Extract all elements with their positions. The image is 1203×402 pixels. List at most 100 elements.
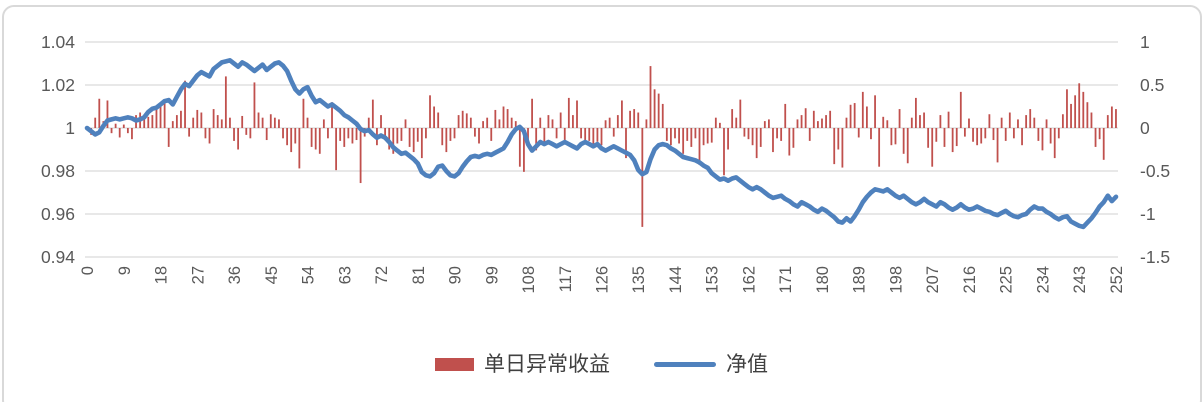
- abnormal-return-bar: [143, 119, 146, 128]
- abnormal-return-bar: [792, 128, 795, 148]
- abnormal-return-bar: [118, 128, 121, 138]
- abnormal-return-bar: [743, 128, 746, 137]
- abnormal-return-bar: [747, 128, 750, 140]
- abnormal-return-bar: [429, 95, 431, 128]
- x-axis-label: 36: [226, 266, 244, 284]
- abnormal-return-bar: [335, 128, 338, 171]
- abnormal-return-bar: [343, 128, 346, 147]
- abnormal-return-bar: [927, 128, 930, 148]
- abnormal-return-bar: [808, 128, 811, 141]
- abnormal-return-bar: [968, 118, 970, 128]
- x-axis-label: 45: [263, 266, 281, 284]
- abnormal-return-bar: [237, 128, 240, 150]
- x-axis-label: 108: [520, 266, 538, 294]
- abnormal-return-bar: [886, 120, 889, 128]
- abnormal-return-bar: [690, 128, 693, 147]
- abnormal-return-bar: [461, 110, 464, 128]
- abnormal-return-bar: [273, 117, 276, 128]
- x-axis-label: 135: [630, 266, 648, 294]
- abnormal-return-bar: [735, 117, 738, 128]
- abnormal-return-bar: [849, 104, 852, 128]
- abnormal-return-bar: [106, 100, 109, 128]
- x-axis-label: 189: [851, 266, 869, 294]
- abnormal-return-bar: [955, 128, 958, 147]
- abnormal-return-bar: [555, 128, 558, 139]
- abnormal-return-bar: [474, 128, 476, 137]
- abnormal-return-bar: [763, 121, 766, 128]
- abnormal-return-bar: [629, 110, 631, 128]
- abnormal-return-bar: [204, 128, 207, 139]
- abnormal-return-bar: [723, 128, 725, 176]
- abnormal-return-bar: [600, 128, 603, 146]
- abnormal-return-bar: [951, 128, 954, 153]
- abnormal-return-bar: [498, 119, 501, 128]
- abnormal-return-bar: [1115, 109, 1117, 128]
- abnormal-return-bar: [702, 128, 705, 146]
- abnormal-return-bar: [245, 128, 248, 135]
- abnormal-return-bar: [1106, 115, 1109, 128]
- right-axis-label: -0.5: [1140, 161, 1170, 181]
- abnormal-return-bar: [910, 117, 913, 128]
- x-axis-label: 207: [924, 266, 942, 294]
- left-axis-label: 1: [65, 118, 75, 138]
- x-axis-label: 0: [79, 266, 97, 275]
- abnormal-return-bar: [482, 121, 484, 128]
- abnormal-return-bar: [902, 128, 905, 154]
- abnormal-return-bar: [784, 103, 787, 128]
- legend-bar-swatch-icon: [435, 357, 474, 371]
- abnormal-return-bar: [404, 119, 407, 128]
- right-axis-label: -1: [1140, 204, 1156, 224]
- abnormal-return-bar: [596, 128, 599, 142]
- abnormal-return-bar: [306, 117, 309, 128]
- abnormal-return-bar: [212, 109, 215, 128]
- abnormal-return-bar: [486, 117, 489, 128]
- abnormal-return-bar: [347, 128, 350, 139]
- x-axis-label: 117: [557, 266, 575, 292]
- abnormal-return-bar: [1017, 119, 1019, 128]
- abnormal-return-bar: [1090, 112, 1093, 128]
- x-axis-label: 99: [483, 266, 501, 284]
- abnormal-return-bar: [980, 128, 983, 144]
- abnormal-return-bar: [796, 119, 799, 128]
- x-axis-label: 27: [189, 266, 207, 284]
- abnormal-return-bar: [396, 128, 399, 144]
- abnormal-return-bar: [996, 128, 999, 163]
- abnormal-return-bar: [531, 98, 533, 128]
- abnormal-return-bar: [1037, 128, 1040, 141]
- abnormal-return-bar: [1000, 117, 1003, 128]
- abnormal-return-bar: [625, 128, 627, 159]
- abnormal-return-bar: [963, 128, 966, 137]
- x-axis-label: 54: [300, 266, 318, 284]
- abnormal-return-bar: [657, 93, 660, 128]
- abnormal-return-bar: [776, 128, 778, 139]
- abnormal-return-bar: [706, 128, 709, 144]
- abnormal-return-bar: [751, 128, 754, 146]
- abnormal-return-bar: [988, 114, 991, 128]
- abnormal-return-bar: [200, 112, 203, 128]
- abnormal-return-bar: [976, 128, 979, 146]
- abnormal-return-bar: [294, 128, 297, 144]
- legend-line-label: 净值: [726, 352, 768, 376]
- abnormal-return-bar: [576, 100, 578, 128]
- x-axis-label: 225: [998, 266, 1016, 294]
- abnormal-return-bar: [772, 128, 774, 153]
- abnormal-return-bar: [833, 128, 836, 165]
- abnormal-return-bar: [1041, 128, 1044, 151]
- abnormal-return-bar: [392, 128, 395, 154]
- abnormal-return-bar: [857, 128, 860, 138]
- abnormal-return-bar: [572, 115, 574, 128]
- abnormal-return-bar: [286, 128, 289, 146]
- abnormal-return-bar: [1021, 128, 1023, 146]
- abnormal-return-bar: [580, 128, 582, 139]
- left-axis-label: 1.04: [41, 32, 75, 52]
- abnormal-return-bar: [420, 128, 423, 159]
- abnormal-return-bar: [653, 89, 656, 128]
- abnormal-return-bar: [1082, 91, 1085, 128]
- abnormal-return-bar: [821, 118, 823, 128]
- abnormal-return-bar: [1025, 115, 1028, 128]
- x-axis-label: 18: [153, 266, 171, 284]
- right-axis-label: 1: [1140, 32, 1150, 52]
- abnormal-return-bar: [829, 110, 832, 128]
- abnormal-return-bar: [674, 128, 676, 139]
